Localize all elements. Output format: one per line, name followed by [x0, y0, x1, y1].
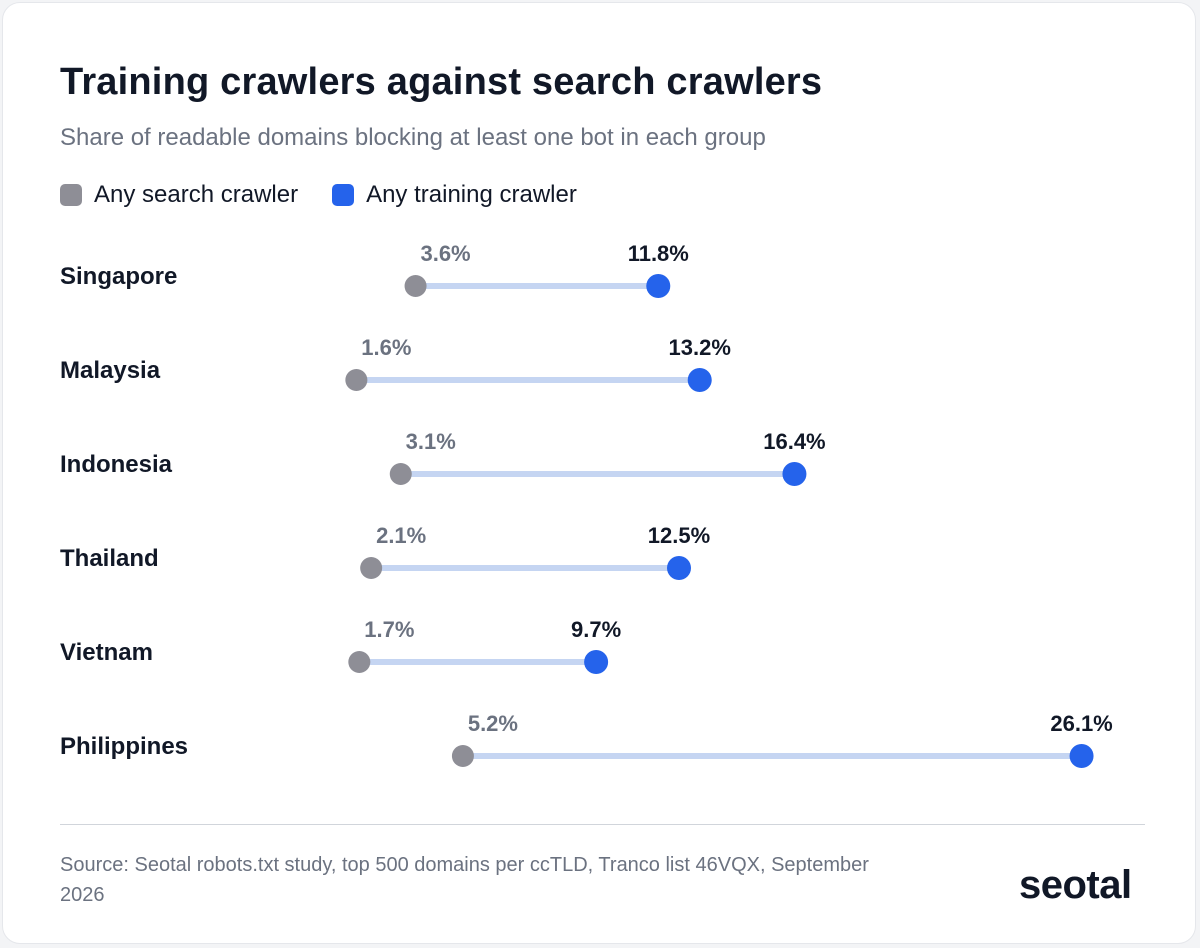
search-value-label: 2.1%: [376, 523, 426, 548]
row-label: Thailand: [60, 545, 159, 572]
search-dot: [345, 369, 368, 391]
chart-title: Training crawlers against search crawler…: [60, 61, 823, 103]
row-label: Singapore: [60, 263, 177, 290]
legend-item-training: Any training crawler: [332, 181, 577, 209]
training-value-label: 13.2%: [669, 335, 731, 360]
legend-item-search: Any search crawler: [60, 181, 298, 209]
search-dot: [404, 275, 427, 297]
legend-swatch-training: [332, 184, 355, 206]
search-dot: [451, 745, 474, 767]
training-dot: [646, 274, 671, 298]
training-dot: [687, 368, 712, 392]
chart-subtitle: Share of readable domains blocking at le…: [60, 124, 766, 151]
search-value-label: 1.7%: [364, 617, 414, 642]
training-dot: [1069, 744, 1094, 768]
row-label: Indonesia: [60, 451, 173, 478]
search-value-label: 5.2%: [468, 711, 518, 736]
search-dot: [348, 651, 371, 673]
search-value-label: 1.6%: [361, 335, 411, 360]
footer-divider: [60, 824, 1145, 825]
training-value-label: 12.5%: [648, 523, 710, 548]
training-dot: [667, 556, 691, 580]
search-value-label: 3.1%: [406, 429, 456, 454]
source-note: Source: Seotal robots.txt study, top 500…: [60, 854, 869, 906]
dumbbell-chart: Singapore 3.6% 11.8% Malaysia 1.6% 13.2% Indon…: [60, 241, 1113, 768]
training-value-label: 26.1%: [1050, 711, 1112, 736]
training-value-label: 16.4%: [763, 429, 825, 454]
legend-swatch-search: [60, 184, 82, 206]
search-dot: [389, 463, 412, 485]
training-value-label: 11.8%: [628, 241, 689, 266]
seotal-logo: seotal: [1019, 863, 1132, 907]
legend-label-training: Any training crawler: [366, 181, 577, 208]
row-label: Vietnam: [60, 639, 153, 666]
legend-label-search: Any search crawler: [94, 181, 299, 208]
search-dot: [360, 557, 383, 579]
row-label: Malaysia: [60, 357, 161, 384]
training-value-label: 9.7%: [571, 617, 621, 642]
legend: Any search crawler Any training crawler: [60, 181, 611, 209]
row-label: Philippines: [60, 733, 188, 760]
search-value-label: 3.6%: [420, 241, 470, 266]
training-dot: [584, 650, 609, 674]
training-dot: [782, 462, 807, 486]
